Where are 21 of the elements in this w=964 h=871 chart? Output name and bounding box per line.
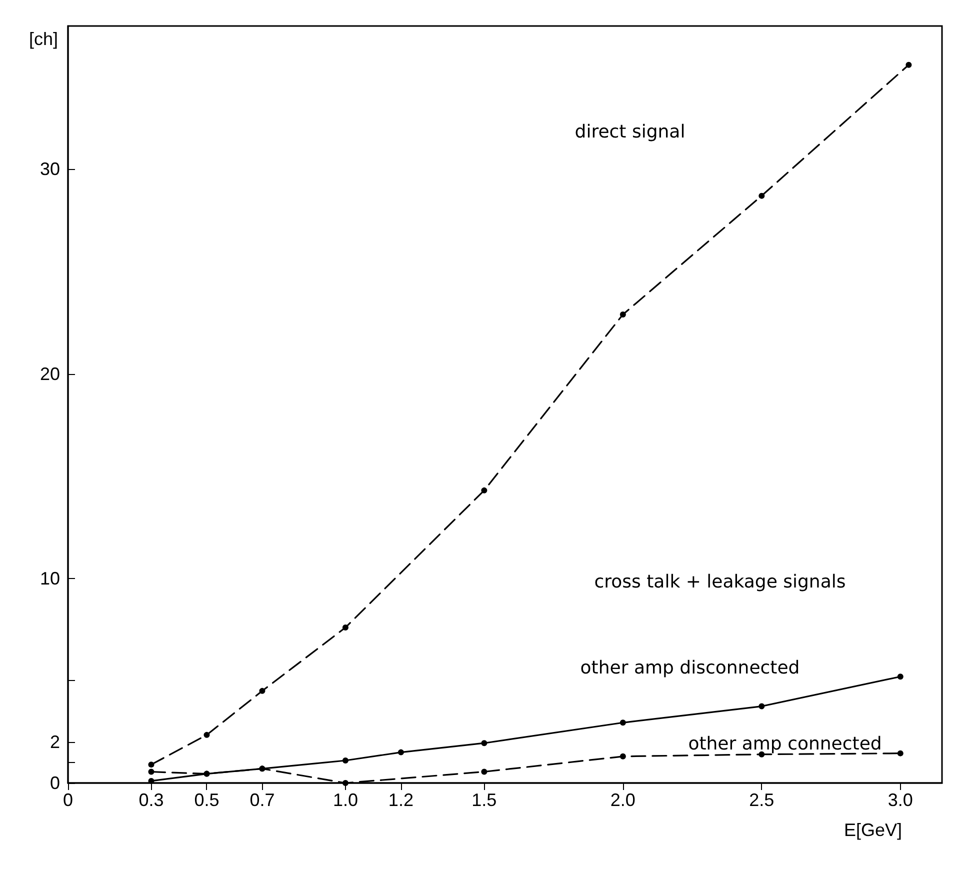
x-tick-label: 0.7 xyxy=(250,790,275,810)
x-axis-title: E[GeV] xyxy=(844,820,902,840)
annotation: direct signal xyxy=(574,122,686,142)
annotation: other amp disconnected xyxy=(580,658,800,678)
y-tick-label: 0 xyxy=(50,773,60,793)
annotation: other amp connected xyxy=(688,734,882,754)
x-tick-label: 3.0 xyxy=(888,790,913,810)
y-axis-title: [ch] xyxy=(28,29,58,49)
x-tick-label: 0.3 xyxy=(138,790,164,810)
x-tick-label: 2.0 xyxy=(610,790,636,810)
x-tick-label: 2.5 xyxy=(749,790,774,810)
annotation: cross talk + leakage signals xyxy=(594,572,846,592)
y-tick-label: 10 xyxy=(40,568,60,588)
y-tick-label: 2 xyxy=(50,732,60,752)
x-tick-label: 1.0 xyxy=(332,790,358,810)
y-tick-label: 20 xyxy=(40,364,60,384)
x-tick-label: 1.2 xyxy=(388,790,414,810)
x-tick-label: 1.5 xyxy=(472,790,497,810)
x-tick-label: 0 xyxy=(62,790,74,810)
y-tick-label: 30 xyxy=(40,159,60,180)
x-tick-label: 0.5 xyxy=(194,790,220,810)
